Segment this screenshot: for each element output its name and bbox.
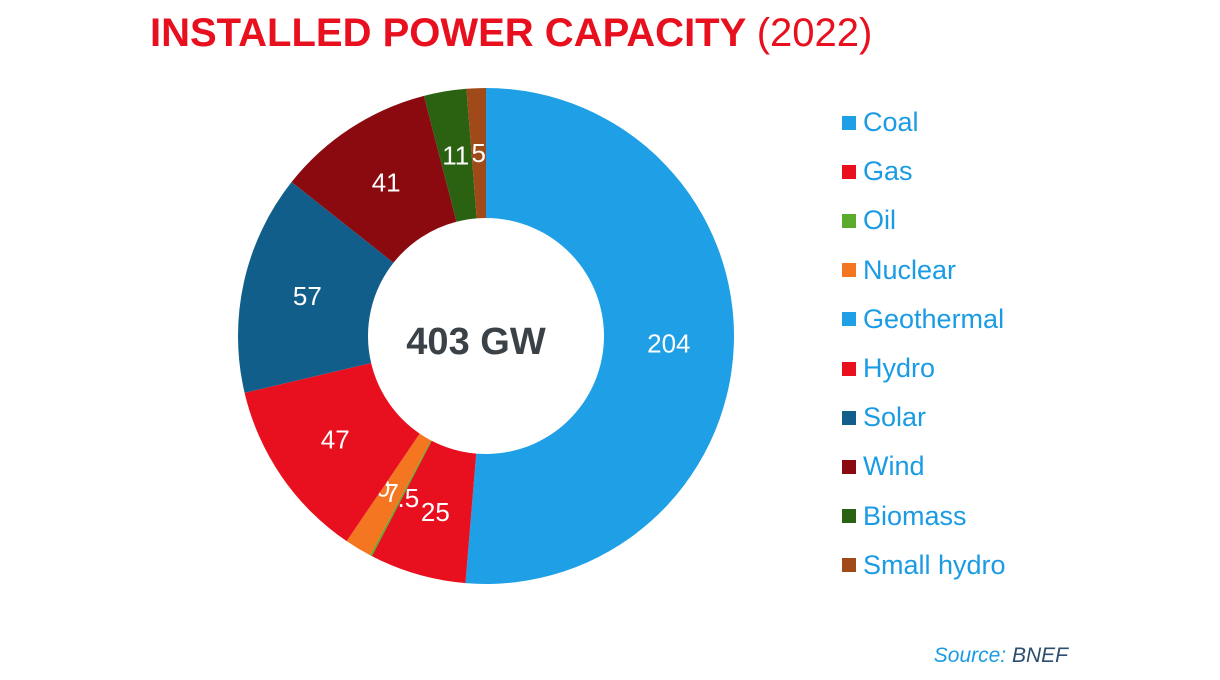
legend-item-solar: Solar <box>842 393 1006 442</box>
data-label-small-hydro: 5 <box>472 138 486 168</box>
legend-label-solar: Solar <box>863 402 927 433</box>
donut-center-total: 403 GW <box>406 321 546 363</box>
legend-label-small-hydro: Small hydro <box>863 549 1006 580</box>
donut-slice-nuclear <box>346 433 431 556</box>
legend-swatch-biomass <box>842 509 856 524</box>
donut-slice-oil <box>370 440 432 557</box>
legend-swatch-wind <box>842 459 856 474</box>
chart-title-year: (2022) <box>756 11 873 55</box>
legend-item-gas: Gas <box>842 147 1006 196</box>
legend-label-oil: Oil <box>863 205 896 236</box>
source-name: BNEF <box>1011 644 1068 667</box>
data-label-biomass: 11 <box>442 141 469 171</box>
data-label-nuclear: 7 <box>384 478 398 508</box>
legend-swatch-solar <box>842 410 856 425</box>
legend-swatch-oil <box>842 213 856 228</box>
legend-item-wind: Wind <box>842 442 1006 491</box>
legend-item-small-hydro: Small hydro <box>842 541 1006 590</box>
chart-title: INSTALLED POWER CAPACITY (2022) <box>150 10 872 56</box>
legend-item-geothermal: Geothermal <box>842 295 1006 344</box>
legend-swatch-geothermal <box>842 312 856 327</box>
chart-legend: Coal Gas Oil Nuclear Geothermal Hydro Solar Win… <box>842 98 1006 590</box>
legend-item-biomass: Biomass <box>842 492 1006 541</box>
legend-label-coal: Coal <box>863 107 919 138</box>
legend-label-nuclear: Nuclear <box>863 254 957 285</box>
legend-item-hydro: Hydro <box>842 344 1006 393</box>
donut-slice-wind <box>291 95 457 263</box>
legend-label-biomass: Biomass <box>863 500 967 531</box>
legend-swatch-gas <box>842 164 856 179</box>
source-prefix: Source: <box>933 644 1007 667</box>
legend-swatch-nuclear <box>842 263 856 278</box>
donut-slice-solar <box>238 182 394 393</box>
data-label-wind: 41 <box>372 168 401 198</box>
donut-slice-small-hydro <box>466 88 486 219</box>
legend-label-gas: Gas <box>863 156 913 187</box>
legend-item-nuclear: Nuclear <box>842 246 1006 295</box>
legend-label-wind: Wind <box>863 451 925 482</box>
data-label-coal: 204 <box>647 329 690 359</box>
legend-swatch-hydro <box>842 361 856 376</box>
legend-item-oil: Oil <box>842 196 1006 245</box>
legend-item-coal: Coal <box>842 98 1006 147</box>
legend-label-hydro: Hydro <box>863 353 936 384</box>
source-note: Source: BNEF <box>934 644 1068 668</box>
legend-label-geothermal: Geothermal <box>863 303 1005 334</box>
donut-slice-gas <box>371 440 477 584</box>
data-label-hydro: 47 <box>321 425 350 455</box>
legend-swatch-coal <box>842 115 856 130</box>
data-label-gas: 25 <box>421 497 450 527</box>
data-label-solar: 57 <box>293 281 322 311</box>
donut-slice-biomass <box>423 88 477 222</box>
legend-swatch-small-hydro <box>842 558 856 573</box>
chart-title-main: INSTALLED POWER CAPACITY <box>150 11 746 55</box>
donut-slice-coal <box>465 88 735 584</box>
donut-slice-hydro <box>244 363 420 542</box>
